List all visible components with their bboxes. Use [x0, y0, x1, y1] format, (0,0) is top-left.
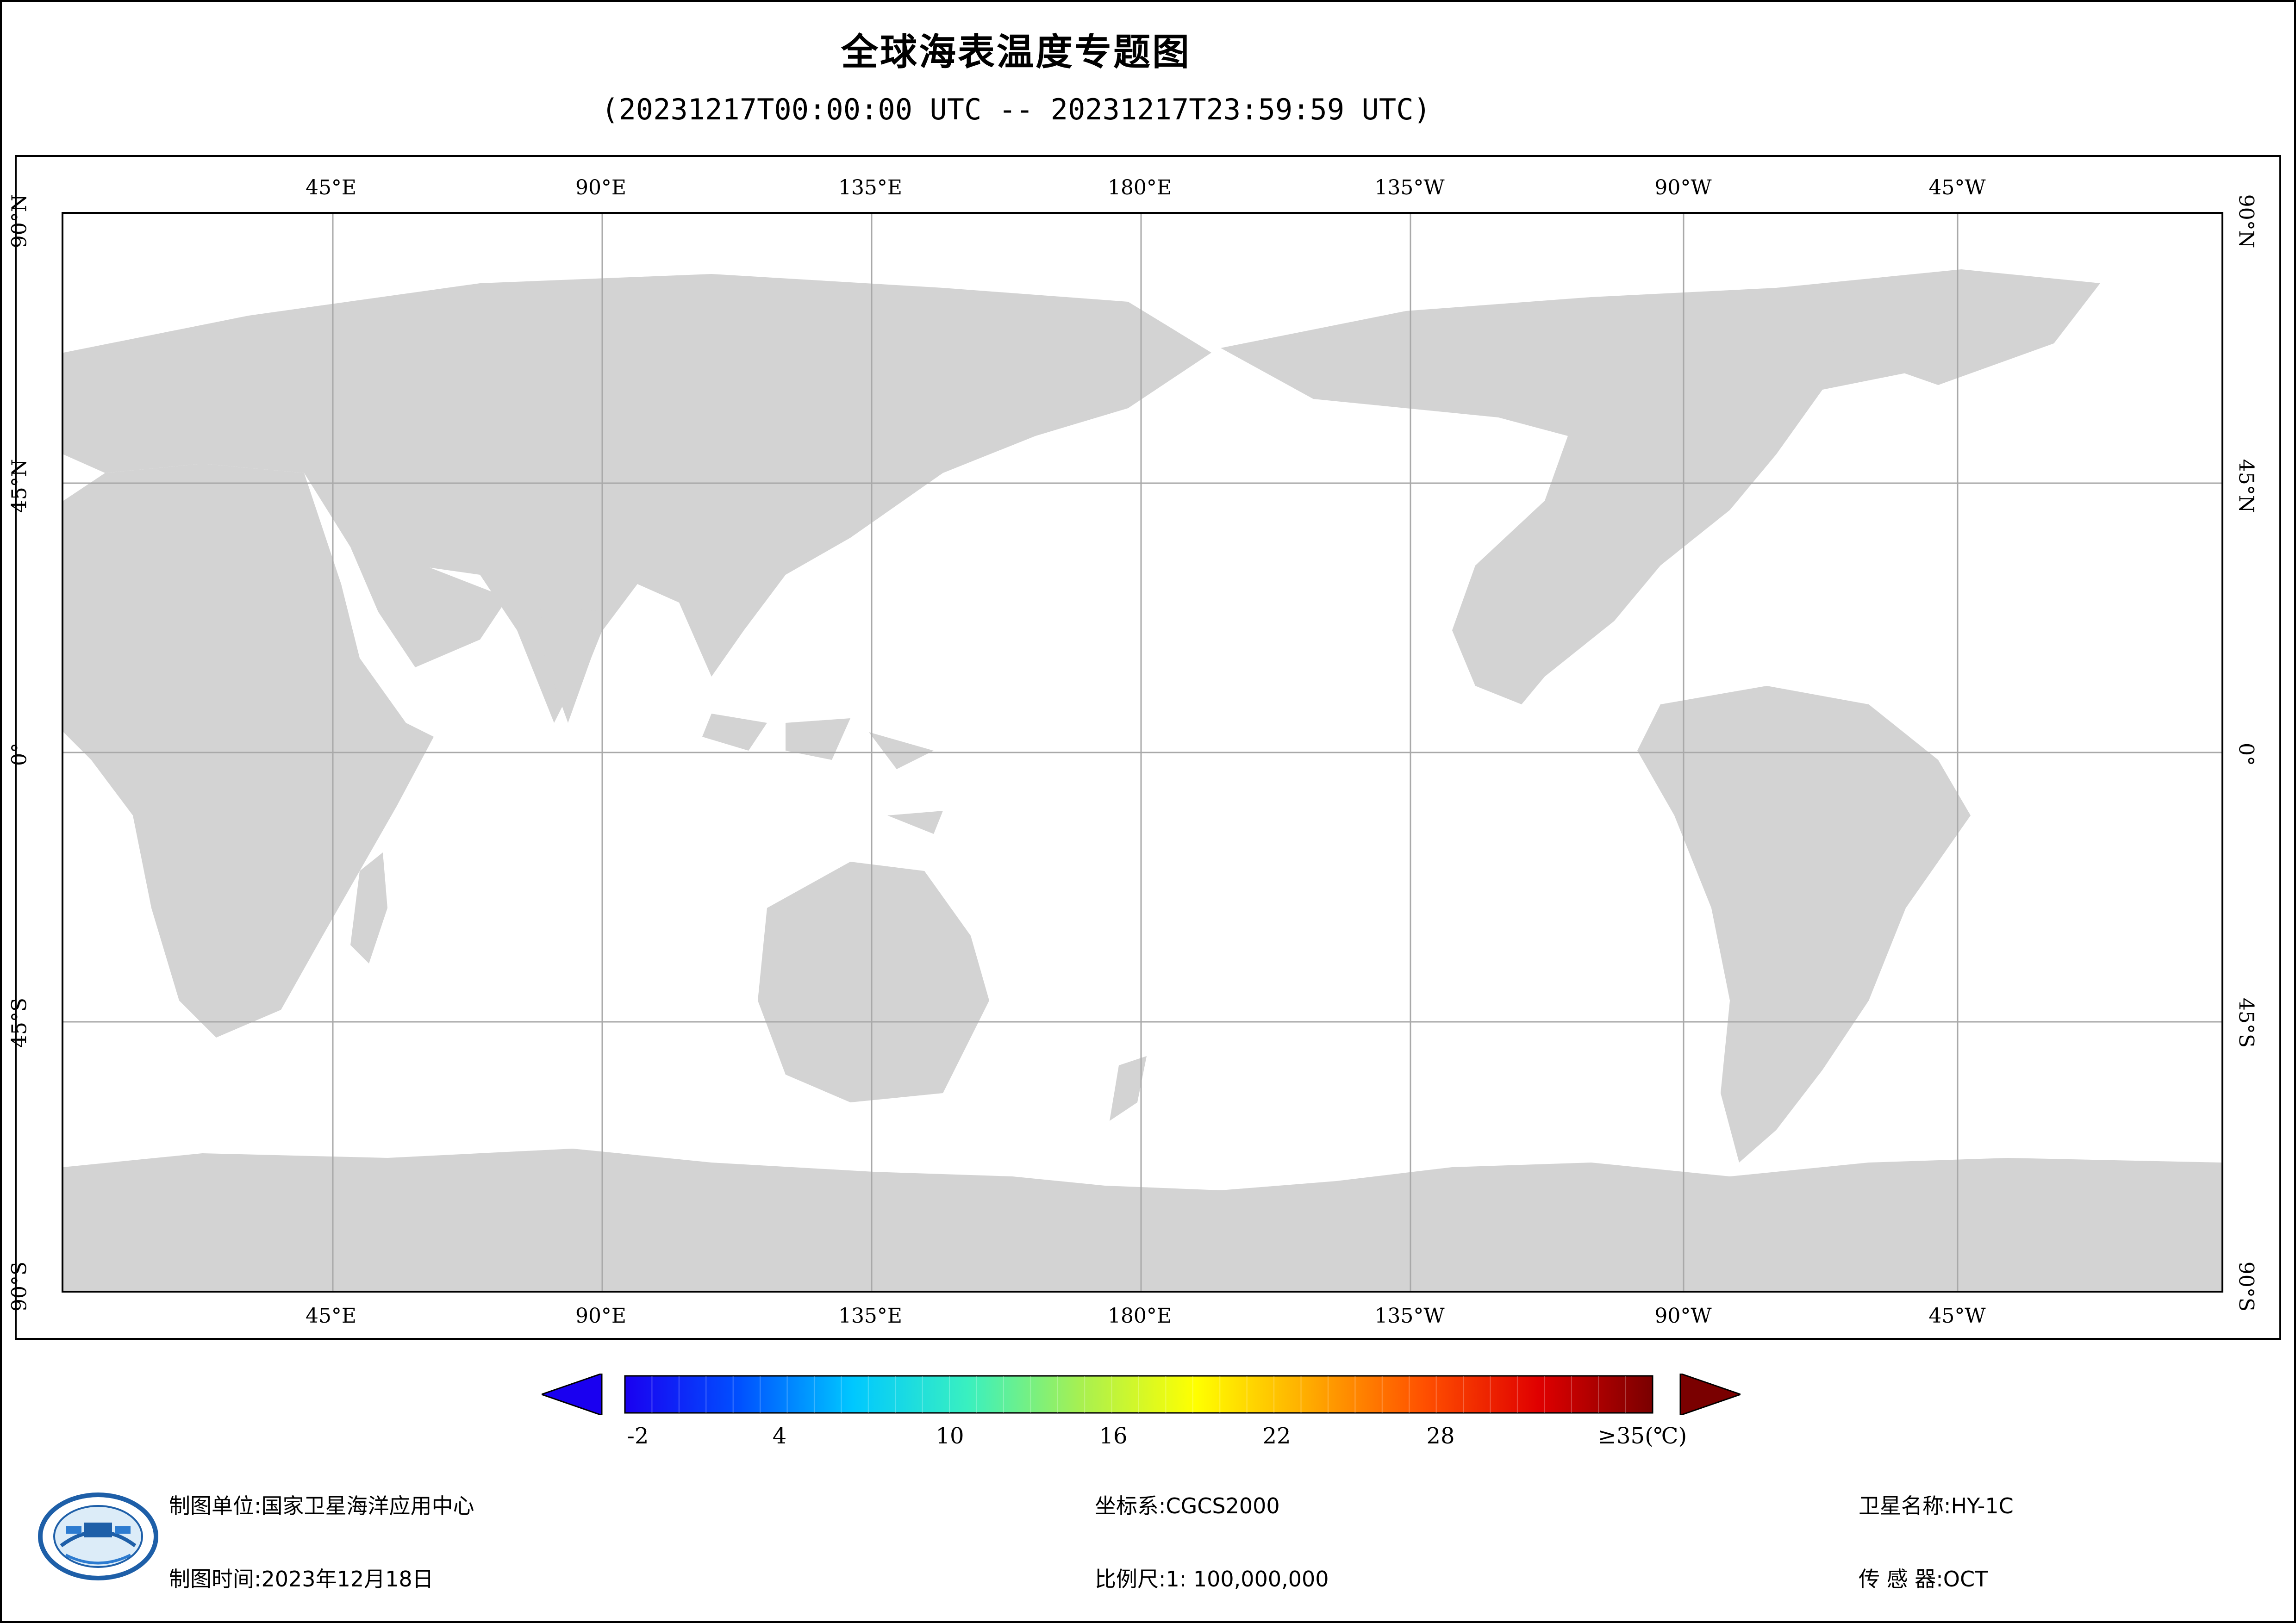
sensor-value: OCT — [1943, 1567, 1988, 1592]
mapping-unit: 制图单位:国家卫星海洋应用中心 — [169, 1489, 474, 1520]
lat-label-right-45n: 45°N — [2234, 459, 2258, 513]
satellite: 卫星名称:HY-1C — [1859, 1489, 2014, 1520]
satellite-label: 卫星名称: — [1859, 1493, 1951, 1518]
land-australia — [758, 862, 989, 1102]
scale: 比例尺:1: 100,000,000 — [1095, 1562, 1329, 1593]
land-south-america — [1637, 686, 1971, 1163]
lat-label-right-90n: 90°N — [2234, 194, 2258, 249]
colorbar-min-arrow — [542, 1374, 603, 1415]
colorbar-tick-label: 22 — [1262, 1423, 1291, 1449]
colorbar — [542, 1374, 1741, 1415]
colorbar-tick-label: 16 — [1099, 1423, 1128, 1449]
sensor: 传 感 器:OCT — [1859, 1562, 1988, 1593]
lon-label-top-135w: 135°W — [1374, 176, 1445, 199]
lon-label-bottom-180: 180°E — [1107, 1304, 1172, 1328]
map-title: 全球海表温度专题图 — [841, 31, 1191, 74]
lon-label-bottom-90e: 90°E — [575, 1304, 627, 1328]
scale-label: 比例尺: — [1095, 1567, 1166, 1592]
lon-label-top-90w: 90°W — [1654, 176, 1712, 199]
mapping-time: 制图时间:2023年12月18日 — [169, 1562, 434, 1593]
mapping-unit-value: 国家卫星海洋应用中心 — [261, 1493, 474, 1518]
lon-label-bottom-90w: 90°W — [1654, 1304, 1712, 1328]
lon-label-top-180: 180°E — [1107, 176, 1172, 199]
colorbar-tick-label: 28 — [1426, 1423, 1455, 1449]
colorbar-tick-label: -2 — [627, 1423, 649, 1449]
land-madagascar — [350, 852, 387, 964]
colorbar-tick-label: 10 — [936, 1423, 964, 1449]
lat-label-right-0: 0° — [2234, 743, 2258, 766]
lat-label-left-45n: 45°N — [7, 459, 31, 513]
land-eurasia — [63, 274, 1211, 723]
crs-label: 坐标系: — [1095, 1493, 1166, 1518]
land-greenland — [1776, 269, 2100, 385]
lat-label-left-90n: 90°N — [7, 194, 31, 249]
sensor-label: 传 感 器: — [1859, 1567, 1943, 1592]
scale-value: 1: 100,000,000 — [1166, 1567, 1329, 1592]
mapping-time-value: 2023年12月18日 — [261, 1567, 434, 1592]
land-southeast-asia — [702, 714, 943, 834]
crs-value: CGCS2000 — [1166, 1493, 1280, 1518]
land-arabia — [350, 547, 508, 667]
lon-label-top-45w: 45°W — [1928, 176, 1986, 199]
land-new-zealand — [1110, 1056, 1147, 1121]
lon-label-bottom-45e: 45°E — [305, 1304, 357, 1328]
mapping-time-label: 制图时间: — [169, 1567, 262, 1592]
colorbar-gradient — [624, 1375, 1653, 1414]
lat-label-right-90s: 90°S — [2234, 1261, 2258, 1312]
lat-label-left-45s: 45°S — [7, 997, 31, 1048]
lat-label-left-90s: 90°S — [7, 1261, 31, 1312]
land-india — [540, 607, 610, 723]
lon-label-bottom-135e: 135°E — [838, 1304, 903, 1328]
land-north-america — [1221, 279, 2054, 704]
nsoas-logo-icon — [38, 1492, 158, 1580]
lon-label-top-135e: 135°E — [838, 176, 903, 199]
lon-label-bottom-135w: 135°W — [1374, 1304, 1445, 1328]
lon-label-bottom-45w: 45°W — [1928, 1304, 1986, 1328]
lat-label-left-0: 0° — [7, 743, 31, 766]
lon-label-top-90e: 90°E — [575, 176, 627, 199]
map-subtitle: (20231217T00:00:00 UTC -- 20231217T23:59… — [601, 93, 1431, 126]
crs: 坐标系:CGCS2000 — [1095, 1489, 1280, 1520]
colorbar-tick-label: 4 — [772, 1423, 787, 1449]
lat-label-right-45s: 45°S — [2234, 997, 2258, 1048]
land-africa — [63, 464, 434, 1038]
sst-map[interactable] — [62, 212, 2223, 1293]
lon-label-top-45e: 45°E — [305, 176, 357, 199]
graticule — [63, 214, 2221, 1291]
sst-map-svg — [63, 214, 2221, 1291]
satellite-value: HY-1C — [1951, 1493, 2014, 1518]
colorbar-max-arrow — [1679, 1374, 1741, 1415]
colorbar-tick-label: ≥35(℃) — [1597, 1423, 1687, 1449]
mapping-unit-label: 制图单位: — [169, 1493, 262, 1518]
map-frame — [15, 155, 2281, 1340]
